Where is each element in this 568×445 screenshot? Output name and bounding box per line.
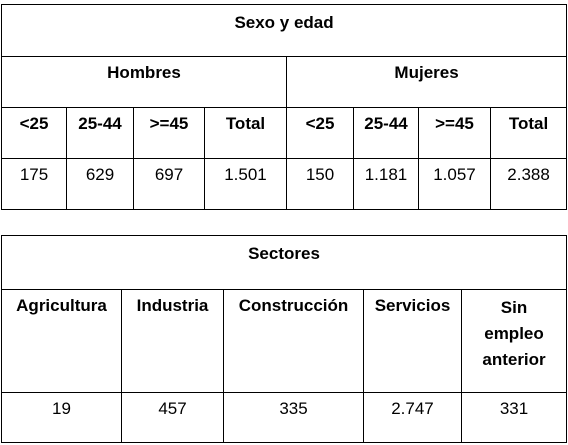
table-cell: 1.181	[353, 158, 419, 210]
column-header: >=45	[418, 107, 491, 159]
table-cell: 19	[1, 392, 122, 443]
column-header: Total	[489, 107, 568, 159]
column-header: 25-44	[66, 107, 134, 159]
table-cell: 150	[286, 158, 354, 210]
table-title: Sectores	[0, 235, 568, 290]
table-cell: 697	[133, 158, 205, 210]
group-header-mujeres: Mujeres	[285, 56, 568, 108]
column-header: Industria	[121, 289, 224, 393]
table-cell: 1.057	[418, 158, 491, 210]
column-header: Total	[204, 107, 287, 159]
table-cell: 331	[460, 392, 568, 443]
table-cell: 629	[66, 158, 134, 210]
group-header-hombres: Hombres	[1, 56, 287, 108]
sectores-table: Sectores Agricultura Industria Construcc…	[0, 235, 568, 443]
table-cell: 1.501	[204, 158, 287, 210]
column-header: <25	[1, 107, 67, 159]
column-header: Construcción	[223, 289, 364, 393]
table-cell: 457	[121, 392, 224, 443]
table-cell: 335	[223, 392, 364, 443]
column-header: <25	[286, 107, 354, 159]
column-header: Agricultura	[1, 289, 122, 393]
column-header: 25-44	[353, 107, 419, 159]
sexo-edad-table: Sexo y edad Hombres Mujeres <25 25-44 >=…	[0, 4, 568, 210]
column-header: >=45	[133, 107, 205, 159]
table-cell: 2.747	[363, 392, 462, 443]
column-header: Servicios	[363, 289, 462, 393]
table-title: Sexo y edad	[0, 4, 568, 57]
column-header: Sin empleo anterior	[460, 289, 568, 393]
table-cell: 175	[1, 158, 67, 210]
table-cell: 2.388	[489, 158, 568, 210]
